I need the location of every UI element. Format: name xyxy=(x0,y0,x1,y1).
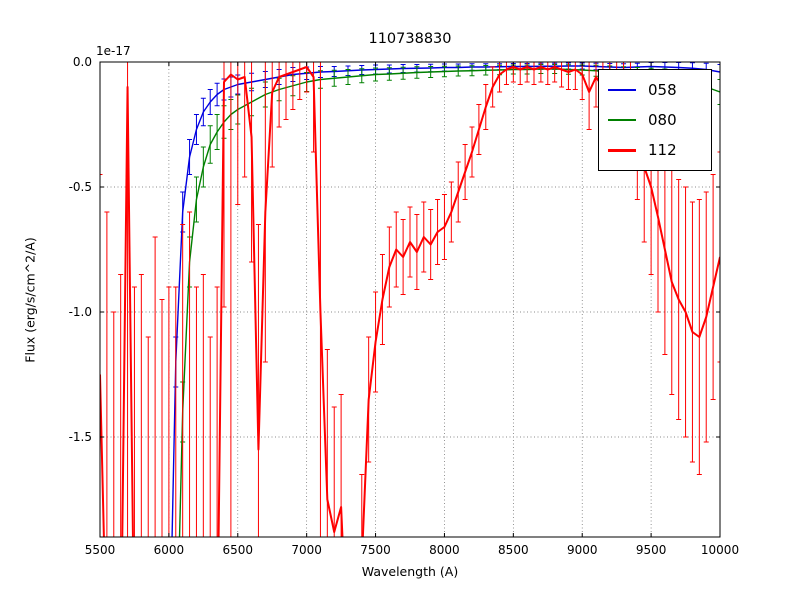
y-tick-label: -0.5 xyxy=(68,180,92,194)
x-tick-label: 8000 xyxy=(429,543,460,557)
legend-label: 112 xyxy=(648,141,677,159)
y-axis-offset-text: 1e-17 xyxy=(96,44,131,58)
x-tick-label: 6000 xyxy=(153,543,185,557)
y-tick-label: 0.0 xyxy=(72,55,92,69)
y-tick-label: -1.0 xyxy=(68,305,92,319)
y-tick-label: -1.5 xyxy=(68,430,92,444)
x-tick-label: 7000 xyxy=(291,543,322,557)
x-tick-label: 9000 xyxy=(566,543,598,557)
legend-line-green-icon xyxy=(608,119,636,121)
x-axis-label: Wavelength (A) xyxy=(361,564,459,579)
x-tick-label: 6500 xyxy=(222,543,254,557)
legend-entry-112: 112 xyxy=(608,135,702,165)
chart-title: 110738830 xyxy=(368,31,452,47)
legend: 058 080 112 xyxy=(598,69,712,171)
x-tick-label: 10000 xyxy=(700,543,740,557)
legend-line-red-icon xyxy=(608,148,636,152)
x-tick-label: 8500 xyxy=(498,543,529,557)
legend-label: 058 xyxy=(648,81,677,99)
legend-label: 080 xyxy=(648,111,677,129)
y-axis-label: Flux (erg/s/cm^2/A) xyxy=(22,237,38,363)
legend-entry-080: 080 xyxy=(608,105,702,135)
x-tick-label: 9500 xyxy=(635,543,667,557)
x-tick-label: 5500 xyxy=(84,543,116,557)
legend-entry-058: 058 xyxy=(608,75,702,105)
x-tick-label: 7500 xyxy=(360,543,391,557)
legend-line-blue-icon xyxy=(608,89,636,91)
